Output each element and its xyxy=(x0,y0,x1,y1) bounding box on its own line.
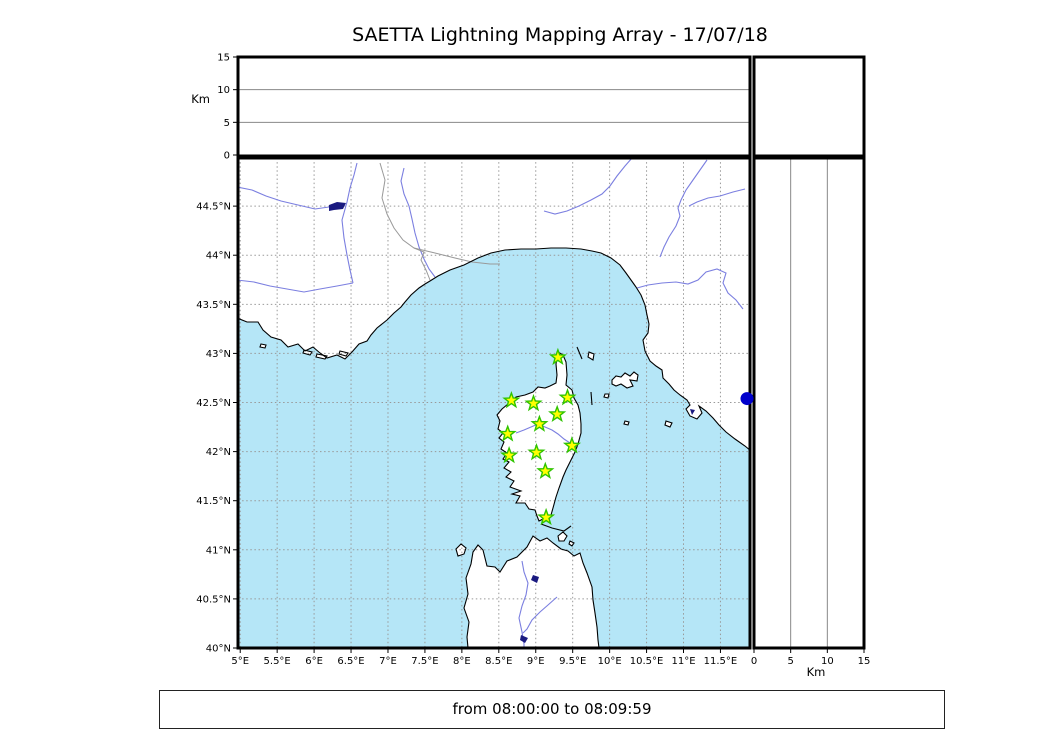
lma-station-star xyxy=(536,461,555,479)
lat-axis-tick-label: 43.5°N xyxy=(196,300,231,311)
lon-axis-tick-label: 10°E xyxy=(598,656,622,667)
right-axis-tick-label: 0 xyxy=(751,656,757,667)
lon-axis-tick-label: 5.5°E xyxy=(264,656,291,667)
lon-axis-tick-label: 6°E xyxy=(305,656,323,667)
right-axis-tick-label: 5 xyxy=(787,656,793,667)
lon-axis-tick-label: 11°E xyxy=(671,656,695,667)
lma-station-star xyxy=(524,393,543,412)
right-axis-tick-label: 10 xyxy=(821,656,834,667)
lat-axis-tick-label: 43°N xyxy=(206,349,231,360)
lat-axis-tick-label: 40.5°N xyxy=(196,594,231,605)
right-axis-tick-label: 15 xyxy=(858,656,871,667)
rivers xyxy=(238,158,746,648)
top-panel-frame xyxy=(236,55,752,158)
lma-station-star xyxy=(562,436,582,454)
altitude-axis-label-bottom: Km xyxy=(806,665,826,679)
lon-axis-tick-label: 5°E xyxy=(231,656,249,667)
lightning-source-dot xyxy=(740,392,754,406)
time-range-label: from 08:00:00 to 08:09:59 xyxy=(452,700,652,718)
lon-axis-tick-label: 6.5°E xyxy=(337,656,364,667)
altitude-panel-gridlines xyxy=(238,89,828,648)
lat-axis-tick-label: 42.5°N xyxy=(196,398,231,409)
lma-station-star xyxy=(548,404,567,423)
lon-axis-tick-label: 7°E xyxy=(379,656,397,667)
lat-axis-tick-label: 44.5°N xyxy=(196,202,231,213)
lon-axis-tick-label: 8.5°E xyxy=(485,656,512,667)
lma-station-star xyxy=(502,390,521,409)
lat-axis-tick-label: 42°N xyxy=(206,447,231,458)
lon-axis-tick-label: 11.5°E xyxy=(704,656,738,667)
country-borders xyxy=(379,162,500,281)
lat-axis-tick-label: 41.5°N xyxy=(196,496,231,507)
axis-ticks-and-labels: 0 5 10 15 40°N 40.5°N 41°N 41.5°N 42°N 42.5°N 43°N… xyxy=(196,53,870,668)
lma-station-star xyxy=(558,388,577,406)
lma-station-star xyxy=(498,424,517,442)
lakes xyxy=(329,202,695,643)
lat-axis-tick-label: 40°N xyxy=(206,644,231,655)
lon-axis-tick-label: 7.5°E xyxy=(411,656,438,667)
top-axis-tick-label: 15 xyxy=(217,53,230,64)
lightning-source-markers xyxy=(740,392,754,406)
lma-station-star xyxy=(500,445,519,464)
lma-station-star xyxy=(527,443,546,461)
lma-station-star xyxy=(537,507,556,526)
map-graticule xyxy=(238,158,750,648)
corner-panel-frame xyxy=(752,55,866,158)
lma-station-star xyxy=(548,347,567,366)
top-axis-tick-label: 10 xyxy=(217,85,230,96)
lon-axis-tick-label: 10.5°E xyxy=(630,656,664,667)
station-markers xyxy=(498,347,582,526)
time-range-box: from 08:00:00 to 08:09:59 xyxy=(159,690,945,729)
top-axis-tick-label: 0 xyxy=(224,151,230,162)
right-panel-frame xyxy=(752,156,866,650)
lon-axis-tick-label: 9°E xyxy=(527,656,545,667)
altitude-axis-label-left: Km xyxy=(191,92,210,106)
coastlines xyxy=(238,158,750,648)
lon-axis-tick-label: 9.5°E xyxy=(559,656,586,667)
top-axis-tick-label: 5 xyxy=(224,118,230,129)
lat-axis-tick-label: 41°N xyxy=(206,545,231,556)
figure-title: SAETTA Lightning Mapping Array - 17/07/1… xyxy=(352,24,768,46)
map-panel xyxy=(238,158,750,648)
lat-axis-tick-label: 44°N xyxy=(206,251,231,262)
lma-station-star xyxy=(530,414,549,432)
lon-axis-tick-label: 8°E xyxy=(453,656,471,667)
